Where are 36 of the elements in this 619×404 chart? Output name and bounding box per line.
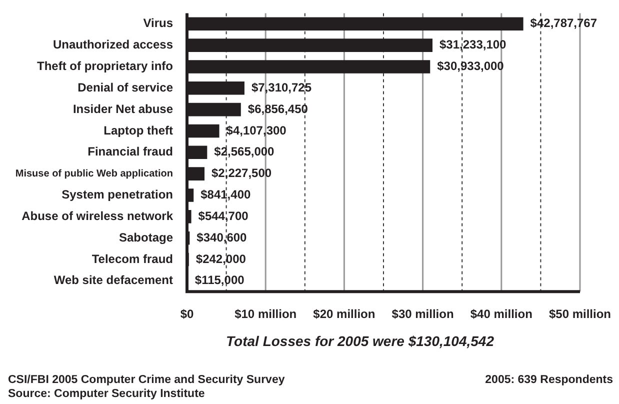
data-label: $42,787,767 (530, 16, 598, 30)
data-label: $242,000 (196, 252, 246, 266)
y-tick-label: System penetration (62, 188, 173, 202)
y-tick-label: Insider Net abuse (72, 102, 174, 116)
data-label: $115,000 (194, 273, 245, 288)
data-label: $6,856,450 (248, 102, 308, 116)
y-tick-label: Denial of service (78, 80, 174, 94)
x-tick-label: $30 million (392, 307, 454, 322)
data-label: $7,310,725 (251, 80, 312, 94)
y-tick-label: Theft of proprietary info (37, 59, 173, 74)
data-label: $4,107,300 (226, 123, 287, 138)
data-label: $2,227,500 (212, 166, 272, 180)
data-label: $841,400 (200, 188, 251, 202)
text: 2005: 639 Respondents (485, 374, 613, 386)
data-label: $340,600 (196, 230, 248, 244)
y-tick-label: Abuse of wireless network (22, 208, 174, 223)
data-label: $2,565,000 (214, 144, 275, 159)
y-tick-label: Laptop theft (104, 123, 173, 138)
x-tick-label: $40 million (470, 307, 532, 322)
y-tick-label: Sabotage (118, 230, 174, 244)
y-tick-label: Financial fraud (88, 144, 173, 159)
x-tick-label: $0 (180, 307, 194, 322)
data-label: $31,233,100 (439, 38, 507, 52)
y-tick-label: Web site defacement (54, 273, 173, 288)
data-label: $30,933,000 (437, 59, 504, 74)
x-tick-label: $50 million (548, 307, 612, 322)
source-note: Source: Computer Security Institute (8, 388, 205, 400)
y-tick-label: Unauthorized access (52, 38, 174, 52)
y-tick-label: Virus (143, 16, 174, 30)
x-tick-label: $10 million (234, 307, 297, 322)
data-label: $544,700 (198, 208, 249, 223)
y-tick-label: Misuse of public Web application (15, 168, 173, 180)
y-tick-label: Telecom fraud (92, 252, 173, 266)
text: CSI/FBI 2005 Computer Crime and Security Survey (8, 374, 285, 386)
text: Total Losses for 2005 were $130,104,542 (226, 333, 494, 349)
x-tick-label: $20 million (313, 307, 376, 322)
